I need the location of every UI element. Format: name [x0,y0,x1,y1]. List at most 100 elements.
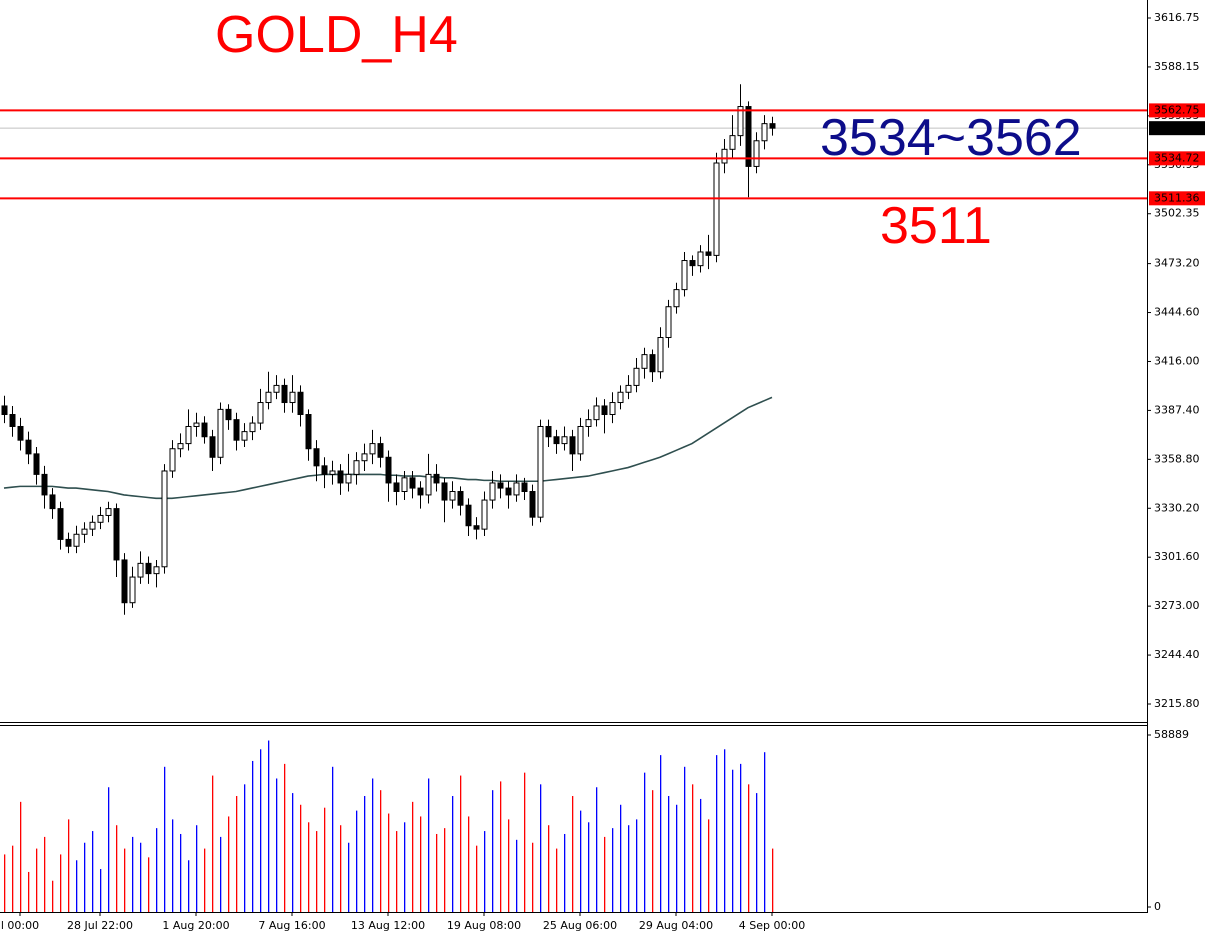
y-tick-label: 3444.60 [1154,306,1200,319]
candle-body [121,559,128,604]
volume-bar [588,822,590,912]
volume-bar [532,842,534,912]
x-tick-label: 19 Aug 08:00 [447,919,521,932]
candle-body [65,538,72,547]
volume-bar [220,836,222,912]
candle-body [321,465,328,475]
x-tick-label: l 00:00 [1,919,39,932]
candle-body [225,408,232,421]
candle-body [673,289,680,308]
volume-bar [732,769,734,912]
candle-body [513,482,520,496]
volume-bar [516,839,518,912]
volume-bar [84,842,86,912]
volume-bar [28,871,30,912]
candle-body [97,514,104,523]
candle-body [161,470,168,568]
volume-bar [452,796,454,912]
volume-bar [524,772,526,912]
volume-bar [388,813,390,912]
candle-body [305,414,312,450]
volume-bar [164,766,166,912]
candle-body [289,391,296,404]
volume-bar [268,740,270,912]
volume-bar [180,833,182,912]
y-tick-label: 3301.60 [1154,550,1200,563]
candle-body [145,562,152,575]
volume-bar [316,831,318,912]
volume-bar [508,819,510,912]
candle-body [641,354,648,369]
candle-body [561,436,568,445]
annotation: 3534~3562 [820,109,1082,167]
candle-body [761,123,768,142]
candle-body [113,508,120,561]
candle-body [353,460,360,475]
candle-body [329,470,336,475]
volume-bar [708,819,710,912]
candle-body [577,425,584,455]
volume-bar [20,801,22,912]
candle-body [665,306,672,339]
candle-body [433,473,440,484]
candle-body [137,562,144,578]
candle-body [753,140,760,167]
candle-body [105,508,112,516]
volume-bar [212,775,214,912]
y-tick-label: 3616.75 [1154,11,1200,24]
candle-body [177,443,184,450]
candle-body [17,425,24,441]
volume-bar [396,831,398,912]
candle-body [473,525,480,530]
volume-bar [260,749,262,912]
y-tick-label: 3502.35 [1154,207,1200,220]
volume-bar [500,781,502,912]
candle-body [721,148,728,164]
volume-bar [36,848,38,912]
volume-bar [668,796,670,912]
candle-body [545,425,552,438]
candle-body [489,482,496,501]
candle-body [233,419,240,441]
volume-bar [372,778,374,912]
level-label-box [1149,151,1205,166]
y-tick-label: 3358.80 [1154,452,1200,465]
x-tick-label: 29 Aug 04:00 [639,919,713,932]
candle-body [265,391,272,404]
y-tick-label: 3244.40 [1154,648,1200,661]
candle-body [409,477,416,489]
candle-body [281,384,288,404]
level-label-box [1149,191,1205,206]
candle-body [377,443,384,458]
volume-bar [356,810,358,912]
volume-bar [716,755,718,912]
candle-body [505,487,512,496]
candle-body [553,436,560,445]
candle-body [297,391,304,416]
y-tick-label: 3473.20 [1154,257,1200,270]
candle-body [633,367,640,386]
candle-body [689,260,696,267]
candle-body [745,106,752,167]
candle-body [497,482,504,489]
volume-bar [556,848,558,912]
candle-body [465,504,472,527]
candle-body [617,391,624,404]
volume-bar [44,836,46,912]
volume-tick-label: 58889 [1154,728,1189,741]
candle-body [313,448,320,467]
candle-body [273,384,280,393]
x-tick-label: 28 Jul 22:00 [67,919,133,932]
volume-bar [348,842,350,912]
volume-bar [604,836,606,912]
candle-body [569,436,576,455]
volume-bar [380,790,382,912]
last-price-label: 3552.36 [1154,121,1200,134]
volume-bar [204,848,206,912]
volume-bar [68,819,70,912]
candle-body [441,482,448,501]
candle-body [81,528,88,535]
candle-body [601,405,608,416]
volume-bar [404,822,406,912]
candle-body [481,499,488,530]
